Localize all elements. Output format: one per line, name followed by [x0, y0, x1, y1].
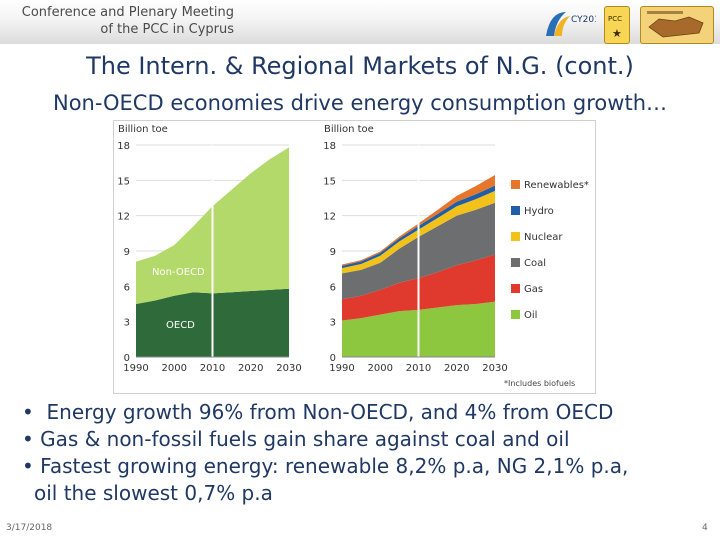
cy2012-logo: CY2012EU: [540, 6, 618, 42]
bullet-1: • Energy growth 96% from Non-OECD, and 4…: [22, 399, 712, 426]
slide-title: The Intern. & Regional Markets of N.G. (…: [86, 52, 634, 80]
chart-1-ytick: 12: [117, 212, 130, 223]
chart-2-xtick: 1990: [329, 363, 354, 374]
pcc-logo: PCC ★: [604, 6, 630, 44]
chart-2-legend-label: Oil: [524, 310, 537, 321]
chart-2-ytick: 0: [330, 353, 336, 364]
chart-2-ytick: 9: [330, 247, 336, 258]
chart-1-xtick: 2010: [200, 363, 225, 374]
energy-charts: Billion toe 0 3 6 9 12 15 18 1990 2000 2010 2020 203…: [117, 124, 589, 388]
bullet-3-text: Fastest growing energy: renewable 8,2% p…: [40, 454, 629, 478]
chart-2-legend-label: Nuclear: [524, 232, 563, 243]
chart-2-footnote: *Includes biofuels: [504, 379, 575, 388]
chart-2-ytick: 15: [323, 176, 336, 187]
chart-1-label-oecd: OECD: [166, 320, 195, 331]
chart-2-legend-label: Coal: [524, 258, 546, 269]
cy2012-logo-graphic: CY2012EU: [546, 12, 618, 36]
chart-panel: Billion toe 0 3 6 9 12 15 18 1990 2000 2010 2020 203…: [113, 120, 596, 394]
chart-2-xtick: 2020: [444, 363, 469, 374]
bullet-1-text: Energy growth 96% from Non-OECD, and 4% …: [46, 400, 614, 424]
slide-subtitle: Non-OECD economies drive energy consumpt…: [52, 91, 667, 115]
bullet-2-text: Gas & non-fossil fuels gain share agains…: [40, 427, 570, 451]
pcc-logo-graphic: PCC ★: [608, 15, 622, 40]
bullet-marker: •: [22, 400, 34, 424]
bullet-marker: •: [22, 454, 34, 478]
chart-2-legend-swatch: [511, 284, 520, 293]
slide-number: 4: [702, 523, 708, 533]
chart-2-ytick: 3: [330, 318, 336, 329]
header-band: [0, 0, 720, 44]
star-icon: ★: [612, 27, 622, 40]
bullet-2: • Gas & non-fossil fuels gain share agai…: [22, 426, 712, 453]
cy2012-logo-text: CY2012EU: [571, 15, 596, 25]
bullet-3: • Fastest growing energy: renewable 8,2%…: [22, 453, 712, 480]
chart-2-legend-label: Gas: [524, 284, 543, 295]
chart-2-legend-swatch: [511, 258, 520, 267]
chart-1-ytick: 3: [124, 318, 130, 329]
chart-1-ylabel: Billion toe: [118, 124, 168, 135]
conference-title: Conference and Plenary Meeting of the PC…: [6, 4, 234, 38]
bullet-marker: •: [22, 427, 34, 451]
pcc-logo-text: PCC: [608, 15, 622, 23]
chart-1-ytick: 18: [117, 141, 130, 152]
chart-1-xtick: 2030: [276, 363, 301, 374]
map-logo-graphic: [647, 11, 704, 38]
chart-1-label-non-oecd: Non-OECD: [152, 267, 205, 278]
chart-1-xtick: 2000: [162, 363, 187, 374]
chart-2-ytick: 18: [323, 141, 336, 152]
bullet-3-continued: oil the slowest 0,7% p.a: [22, 480, 712, 507]
chart-1-xtick: 2020: [238, 363, 263, 374]
map-logo: [640, 6, 714, 44]
chart-2-legend-label: Hydro: [524, 206, 554, 217]
chart-2-legend-label: Renewables*: [524, 180, 589, 191]
conference-title-line1: Conference and Plenary Meeting: [21, 5, 234, 20]
bullet-list: • Energy growth 96% from Non-OECD, and 4…: [22, 399, 712, 507]
footer-date: 3/17/2018: [6, 523, 53, 533]
bullet-3-text-line2: oil the slowest 0,7% p.a: [34, 481, 273, 505]
chart-2-xtick: 2010: [406, 363, 431, 374]
chart-2-area-renewables-: [342, 175, 495, 266]
chart-1-ytick: 9: [124, 247, 130, 258]
chart-2-legend-swatch: [511, 232, 520, 241]
conference-title-line2: of the PCC in Cyprus: [100, 22, 234, 37]
chart-2-xtick: 2000: [368, 363, 393, 374]
chart-1-ytick: 6: [124, 282, 130, 293]
chart-2-legend-swatch: [511, 310, 520, 319]
chart-1-xtick: 1990: [123, 363, 148, 374]
chart-2-xtick: 2030: [482, 363, 507, 374]
chart-2-legend-swatch: [511, 180, 520, 189]
chart-1-ytick: 0: [124, 353, 130, 364]
chart-1-ytick: 15: [117, 176, 130, 187]
chart-2-ytick: 6: [330, 282, 336, 293]
chart-2-ylabel: Billion toe: [324, 124, 374, 135]
chart-2-legend-swatch: [511, 206, 520, 215]
chart-2-ytick: 12: [323, 212, 336, 223]
